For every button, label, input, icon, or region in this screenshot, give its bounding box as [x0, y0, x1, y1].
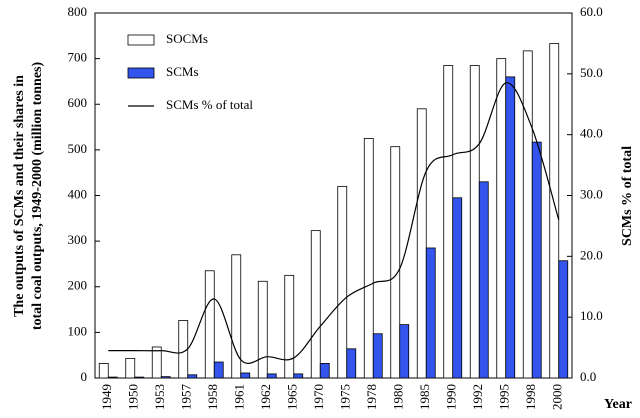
bar	[522, 50, 533, 379]
x-tick-label: 1957	[179, 384, 194, 411]
y-tick-label: 500	[68, 141, 88, 156]
y2-tick-label: 10.0	[580, 308, 603, 323]
bar	[187, 374, 198, 379]
y-axis-label: total coal outputs, 1949-2000 (million t…	[30, 61, 45, 330]
bar	[257, 280, 268, 379]
y-tick-label: 800	[68, 4, 88, 19]
bar	[425, 247, 436, 379]
x-tick-label: 1965	[285, 384, 300, 410]
y-tick-label: 400	[68, 186, 88, 201]
y2-axis-label: SCMs % of total	[620, 146, 635, 246]
y2-tick-label: 30.0	[580, 186, 603, 201]
line	[108, 82, 560, 364]
bar	[496, 58, 507, 379]
x-tick-label: 1990	[444, 384, 459, 410]
bar	[452, 197, 463, 379]
legend-swatch	[127, 67, 155, 79]
x-tick-label: 1958	[205, 384, 220, 410]
x-tick-label: 1962	[258, 384, 273, 410]
x-tick-label: 1970	[311, 384, 326, 410]
legend-label: SCMs	[166, 64, 199, 79]
bar	[390, 146, 401, 379]
bar	[160, 376, 171, 379]
bar	[416, 108, 427, 379]
bar	[469, 65, 480, 379]
x-tick-label: 2000	[550, 384, 565, 410]
bar	[213, 361, 224, 379]
bar	[266, 373, 277, 379]
x-tick-label: 1961	[232, 384, 247, 410]
y-tick-label: 0	[81, 369, 88, 384]
x-tick-label: 1998	[523, 384, 538, 410]
bar	[134, 376, 145, 379]
bar	[293, 373, 304, 379]
y2-tick-label: 60.0	[580, 4, 603, 19]
bar	[319, 362, 330, 379]
bar	[443, 65, 454, 379]
x-tick-label: 1995	[497, 384, 512, 410]
x-tick-label: 1975	[338, 384, 353, 410]
bar	[98, 362, 109, 379]
legend-label: SOCMs	[166, 31, 208, 46]
y2-tick-label: 40.0	[580, 126, 603, 141]
y-tick-label: 100	[68, 323, 88, 338]
legend-swatch	[127, 34, 155, 46]
y-tick-label: 600	[68, 95, 88, 110]
bar	[372, 333, 383, 379]
y2-tick-label: 0.0	[580, 369, 596, 384]
bar	[107, 376, 118, 379]
bar	[399, 324, 410, 379]
bar	[346, 348, 357, 379]
x-tick-label: 1950	[126, 384, 141, 410]
y-tick-label: 700	[68, 50, 88, 65]
legend-label: SCMs % of total	[166, 97, 253, 112]
y-axis-label: The outputs of SCMs and their shares in	[12, 75, 27, 317]
x-tick-label: 1985	[417, 384, 432, 410]
bar	[125, 357, 136, 379]
bar	[505, 76, 516, 379]
bar	[231, 254, 242, 379]
bar	[310, 230, 321, 379]
bar	[337, 185, 348, 379]
x-axis-label: Year	[604, 397, 632, 412]
bar	[531, 141, 542, 379]
bar	[558, 260, 569, 379]
x-tick-label: 1978	[364, 384, 379, 410]
x-tick-label: 1953	[152, 384, 167, 410]
bar	[151, 346, 162, 379]
x-tick-label: 1949	[99, 384, 114, 410]
y2-tick-label: 20.0	[580, 247, 603, 262]
y-tick-label: 200	[68, 278, 88, 293]
x-tick-label: 1992	[470, 384, 485, 410]
bar	[363, 138, 374, 379]
y2-tick-label: 50.0	[580, 65, 603, 80]
bar	[204, 270, 215, 379]
bar	[478, 181, 489, 379]
x-tick-label: 1980	[391, 384, 406, 410]
bar	[240, 372, 251, 379]
y-tick-label: 300	[68, 232, 88, 247]
bar	[284, 274, 295, 379]
bar	[549, 43, 560, 379]
